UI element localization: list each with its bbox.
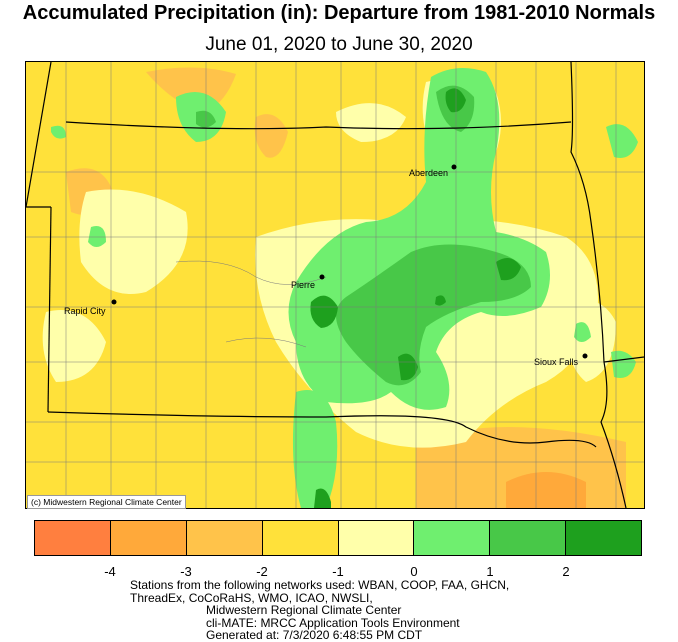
wettest-area bbox=[496, 258, 521, 281]
wet-area bbox=[606, 124, 638, 158]
wet-area bbox=[292, 390, 338, 508]
legend-swatch bbox=[414, 521, 491, 555]
legend-swatch bbox=[186, 521, 263, 555]
map-subtitle: June 01, 2020 to June 30, 2020 bbox=[205, 34, 473, 55]
wettest-area bbox=[398, 353, 418, 381]
wet-area bbox=[611, 350, 636, 378]
near-normal-area bbox=[336, 103, 406, 142]
note-line: Generated at: 7/3/2020 6:48:55 PM CDT bbox=[206, 628, 423, 642]
map-notes: Stations from the following networks use… bbox=[0, 579, 678, 642]
wet-area bbox=[51, 125, 66, 139]
legend-tick-label: -2 bbox=[256, 564, 268, 579]
legend-swatch bbox=[110, 521, 187, 555]
dry-area bbox=[254, 114, 288, 158]
city-label-pierre: Pierre bbox=[291, 280, 315, 290]
wet-area bbox=[88, 226, 106, 247]
city-label-aberdeen: Aberdeen bbox=[409, 168, 448, 178]
near-normal-area bbox=[42, 310, 106, 382]
map-svg: Aberdeen Pierre Rapid City Sioux Falls bbox=[26, 62, 644, 508]
city-dot-icon bbox=[111, 299, 117, 305]
legend-tick-label: -4 bbox=[104, 564, 116, 579]
legend-swatch bbox=[566, 521, 641, 555]
note-line: Midwestern Regional Climate Center bbox=[206, 603, 402, 617]
legend-swatch bbox=[490, 521, 567, 555]
map-title: Accumulated Precipitation (in): Departur… bbox=[22, 2, 656, 24]
city-label-sioux-falls: Sioux Falls bbox=[534, 357, 579, 367]
precipitation-departure-map: Aberdeen Pierre Rapid City Sioux Falls bbox=[25, 61, 645, 509]
note-line: Stations from the following networks use… bbox=[130, 578, 510, 592]
note-line: cli-MATE: MRCC Application Tools Environ… bbox=[206, 615, 460, 630]
very-dry-area bbox=[506, 472, 586, 508]
color-legend bbox=[34, 520, 642, 556]
legend-tick-label: -3 bbox=[180, 564, 192, 579]
legend-tick-label: 2 bbox=[562, 564, 570, 579]
city-label-rapid-city: Rapid City bbox=[64, 306, 106, 316]
city-dot-icon bbox=[451, 164, 457, 170]
state-borders bbox=[26, 62, 644, 508]
near-normal-area bbox=[79, 189, 188, 294]
city-dot-icon bbox=[319, 274, 325, 280]
legend-swatch bbox=[338, 521, 415, 555]
near-normal-area bbox=[565, 299, 616, 382]
city-dot-icon bbox=[582, 353, 588, 359]
county-lines bbox=[26, 62, 644, 508]
wettest-area bbox=[314, 488, 331, 508]
wet-area bbox=[574, 322, 591, 342]
wetter-area bbox=[336, 244, 531, 386]
legend-tick-label: -1 bbox=[332, 564, 344, 579]
wettest-area bbox=[435, 295, 446, 306]
legend-swatch bbox=[262, 521, 339, 555]
note-line: ThreadEx, CoCoRaHS, WMO, ICAO, NWSLI, bbox=[130, 590, 373, 605]
map-credit: (c) Midwestern Regional Climate Center bbox=[27, 495, 186, 509]
legend-tick-label: 1 bbox=[486, 564, 494, 579]
legend-swatch bbox=[35, 521, 111, 555]
wettest-area bbox=[310, 295, 338, 328]
legend-tick-label: 0 bbox=[410, 564, 418, 579]
